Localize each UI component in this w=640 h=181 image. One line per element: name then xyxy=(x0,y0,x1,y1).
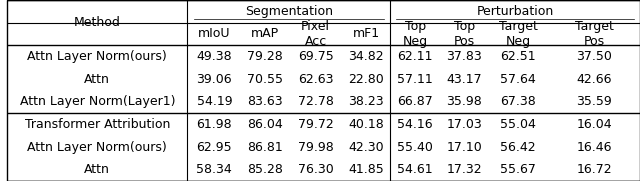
Text: 55.40: 55.40 xyxy=(397,141,433,153)
Text: 76.30: 76.30 xyxy=(298,163,333,176)
Text: 42.30: 42.30 xyxy=(348,141,384,153)
Text: 43.17: 43.17 xyxy=(447,73,482,86)
Text: 56.42: 56.42 xyxy=(500,141,536,153)
Text: Top
Neg: Top Neg xyxy=(403,20,428,48)
Text: 40.18: 40.18 xyxy=(348,118,384,131)
Text: 42.66: 42.66 xyxy=(577,73,612,86)
Text: 58.34: 58.34 xyxy=(196,163,232,176)
Text: 61.98: 61.98 xyxy=(196,118,232,131)
Text: 79.28: 79.28 xyxy=(247,50,283,63)
Text: 17.03: 17.03 xyxy=(447,118,482,131)
Text: 70.55: 70.55 xyxy=(247,73,283,86)
Text: Method: Method xyxy=(74,16,121,29)
Text: 54.61: 54.61 xyxy=(397,163,433,176)
Text: 57.11: 57.11 xyxy=(397,73,433,86)
Text: 22.80: 22.80 xyxy=(348,73,384,86)
Text: 85.28: 85.28 xyxy=(247,163,283,176)
Text: 62.63: 62.63 xyxy=(298,73,333,86)
Text: 54.16: 54.16 xyxy=(397,118,433,131)
Text: 17.32: 17.32 xyxy=(447,163,482,176)
Text: Perturbation: Perturbation xyxy=(476,5,554,18)
Text: 62.51: 62.51 xyxy=(500,50,536,63)
Text: Attn Layer Norm(ours): Attn Layer Norm(ours) xyxy=(28,141,167,153)
Text: 49.38: 49.38 xyxy=(196,50,232,63)
Text: Segmentation: Segmentation xyxy=(244,5,333,18)
Text: 54.19: 54.19 xyxy=(196,95,232,108)
Text: mIoU: mIoU xyxy=(198,28,230,40)
Text: Target
Neg: Target Neg xyxy=(499,20,538,48)
Text: 38.23: 38.23 xyxy=(348,95,384,108)
Text: Attn Layer Norm(Layer1): Attn Layer Norm(Layer1) xyxy=(19,95,175,108)
Text: mF1: mF1 xyxy=(353,28,380,40)
Text: 41.85: 41.85 xyxy=(348,163,384,176)
Text: 67.38: 67.38 xyxy=(500,95,536,108)
Text: 16.72: 16.72 xyxy=(576,163,612,176)
Text: 37.50: 37.50 xyxy=(576,50,612,63)
Text: 35.98: 35.98 xyxy=(447,95,482,108)
Text: mAP: mAP xyxy=(251,28,279,40)
Text: 39.06: 39.06 xyxy=(196,73,232,86)
Text: 79.98: 79.98 xyxy=(298,141,333,153)
Text: Attn: Attn xyxy=(84,163,110,176)
Text: Attn: Attn xyxy=(84,73,110,86)
Text: 57.64: 57.64 xyxy=(500,73,536,86)
Text: 34.82: 34.82 xyxy=(348,50,384,63)
Text: 66.87: 66.87 xyxy=(397,95,433,108)
Text: 83.63: 83.63 xyxy=(247,95,283,108)
Text: 72.78: 72.78 xyxy=(298,95,333,108)
Text: 17.10: 17.10 xyxy=(447,141,482,153)
Text: 79.72: 79.72 xyxy=(298,118,333,131)
Text: Attn Layer Norm(ours): Attn Layer Norm(ours) xyxy=(28,50,167,63)
Text: 16.46: 16.46 xyxy=(577,141,612,153)
Text: 55.04: 55.04 xyxy=(500,118,536,131)
Text: Top
Pos: Top Pos xyxy=(454,20,475,48)
Text: 16.04: 16.04 xyxy=(576,118,612,131)
Text: Target
Pos: Target Pos xyxy=(575,20,614,48)
Text: Pixel
Acc: Pixel Acc xyxy=(301,20,330,48)
Text: 35.59: 35.59 xyxy=(576,95,612,108)
Text: 86.81: 86.81 xyxy=(247,141,283,153)
Text: 37.83: 37.83 xyxy=(447,50,482,63)
Text: 62.11: 62.11 xyxy=(397,50,433,63)
Text: Transformer Attribution: Transformer Attribution xyxy=(24,118,170,131)
Text: 62.95: 62.95 xyxy=(196,141,232,153)
Text: 69.75: 69.75 xyxy=(298,50,333,63)
Text: 55.67: 55.67 xyxy=(500,163,536,176)
Text: 86.04: 86.04 xyxy=(247,118,283,131)
